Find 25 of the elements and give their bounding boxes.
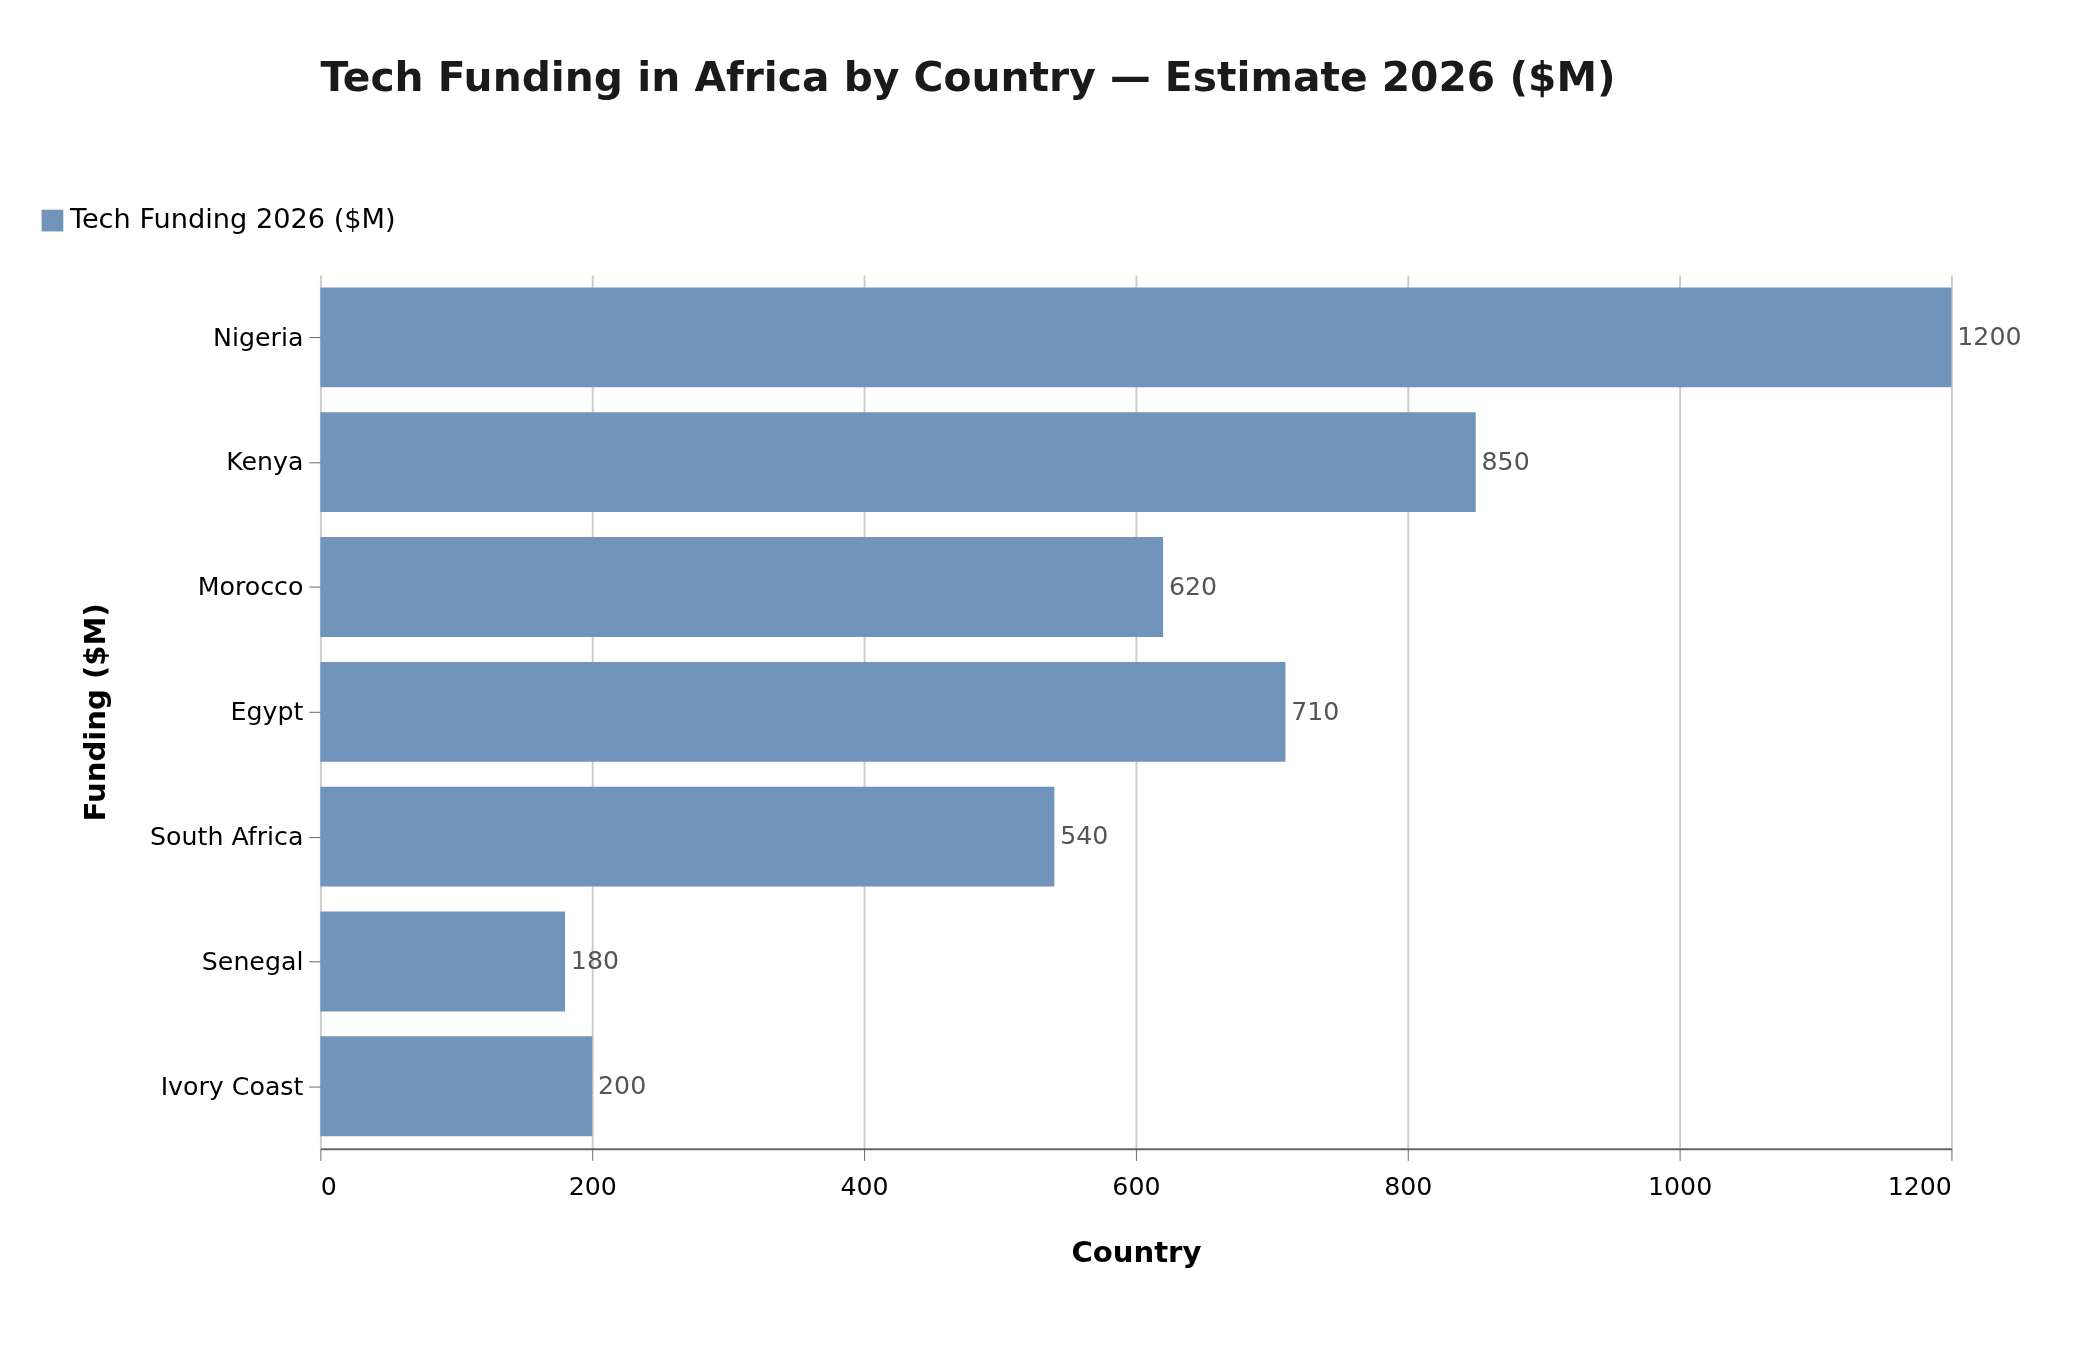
x-tick-label: 800 <box>1384 1171 1433 1201</box>
data-label: 620 <box>1168 571 1218 601</box>
y-tick-label: Kenya <box>226 447 304 477</box>
x-axis-title: Country <box>1071 1234 1202 1269</box>
x-tick-label: 200 <box>568 1171 617 1201</box>
x-tick-label: 400 <box>840 1171 889 1201</box>
data-label: 710 <box>1291 696 1340 726</box>
x-tick-label: 600 <box>1112 1171 1161 1201</box>
data-label: 200 <box>598 1071 647 1101</box>
data-label: 180 <box>570 946 620 976</box>
x-tick-label: 1200 <box>1887 1171 1952 1201</box>
y-tick-label: South Africa <box>150 821 304 851</box>
x-tick-label: 0 <box>320 1171 337 1201</box>
y-tick-label: Nigeria <box>213 322 304 352</box>
data-label: 850 <box>1481 446 1530 476</box>
chart-title: Tech Funding in Africa by Country — Estimate 2026 ($M) <box>320 53 1616 102</box>
x-tick-label: 1000 <box>1647 1171 1713 1201</box>
data-label: 540 <box>1060 821 1109 851</box>
y-tick-label: Morocco <box>197 572 304 602</box>
y-tick-label: Egypt <box>230 697 304 727</box>
legend-label: Tech Funding 2026 ($M) <box>68 203 396 235</box>
y-tick-label: Senegal <box>201 946 304 976</box>
y-axis-title: Funding ($M) <box>78 603 113 822</box>
data-label: 1200 <box>1957 322 2022 352</box>
y-tick-label: Ivory Coast <box>160 1071 304 1101</box>
